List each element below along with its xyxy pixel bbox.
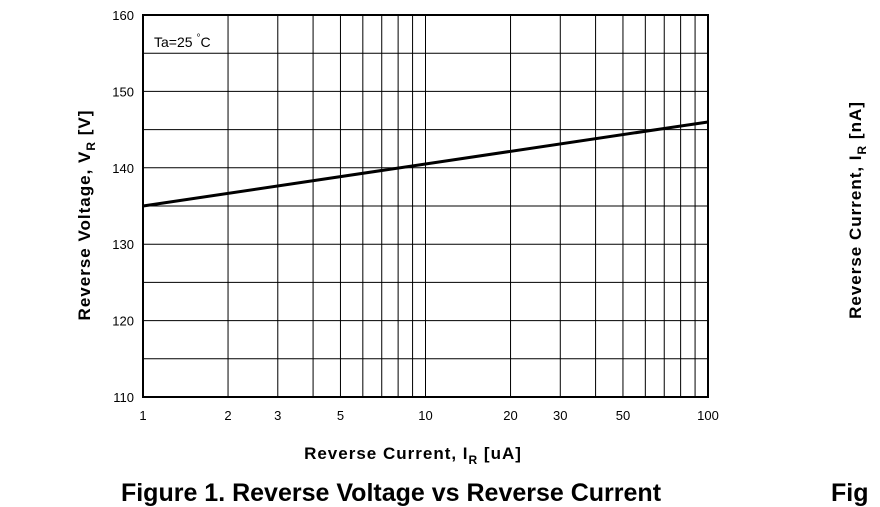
x-tick-label: 10 bbox=[418, 408, 432, 423]
series-line bbox=[142, 120, 709, 208]
x-tick-label: 50 bbox=[616, 408, 630, 423]
x-axis-label: Reverse Current, IR [uA] bbox=[304, 444, 522, 467]
grid-lines bbox=[142, 14, 709, 398]
x-tick-label: 2 bbox=[224, 408, 231, 423]
y-tick-label: 140 bbox=[112, 161, 134, 176]
y-tick-label: 110 bbox=[113, 390, 134, 405]
y-tick-label: 150 bbox=[112, 84, 134, 99]
x-tick-label: 1 bbox=[139, 408, 146, 423]
x-tick-label: 100 bbox=[697, 408, 719, 423]
y-axis-label: Reverse Voltage, VR [V] bbox=[75, 110, 98, 321]
y-tick-label: 120 bbox=[112, 314, 134, 329]
x-tick-label: 20 bbox=[503, 408, 517, 423]
x-tick-label: 3 bbox=[274, 408, 281, 423]
x-tick-label: 5 bbox=[337, 408, 344, 423]
y-tick-label: 130 bbox=[112, 237, 134, 252]
y-tick-label: 160 bbox=[112, 8, 134, 23]
temperature-annotation: Ta=25 °C bbox=[154, 33, 211, 50]
adjacent-y-axis-label: Reverse Current, IR [nA] bbox=[846, 101, 869, 319]
x-tick-label: 30 bbox=[553, 408, 567, 423]
tick-labels: 1 2 3 5 10 20 30 50 100 110 120 130 140 150 160 bbox=[112, 8, 719, 423]
adjacent-figure-caption: Fig bbox=[831, 479, 869, 507]
figure-caption: Figure 1. Reverse Voltage vs Reverse Cur… bbox=[121, 479, 662, 507]
